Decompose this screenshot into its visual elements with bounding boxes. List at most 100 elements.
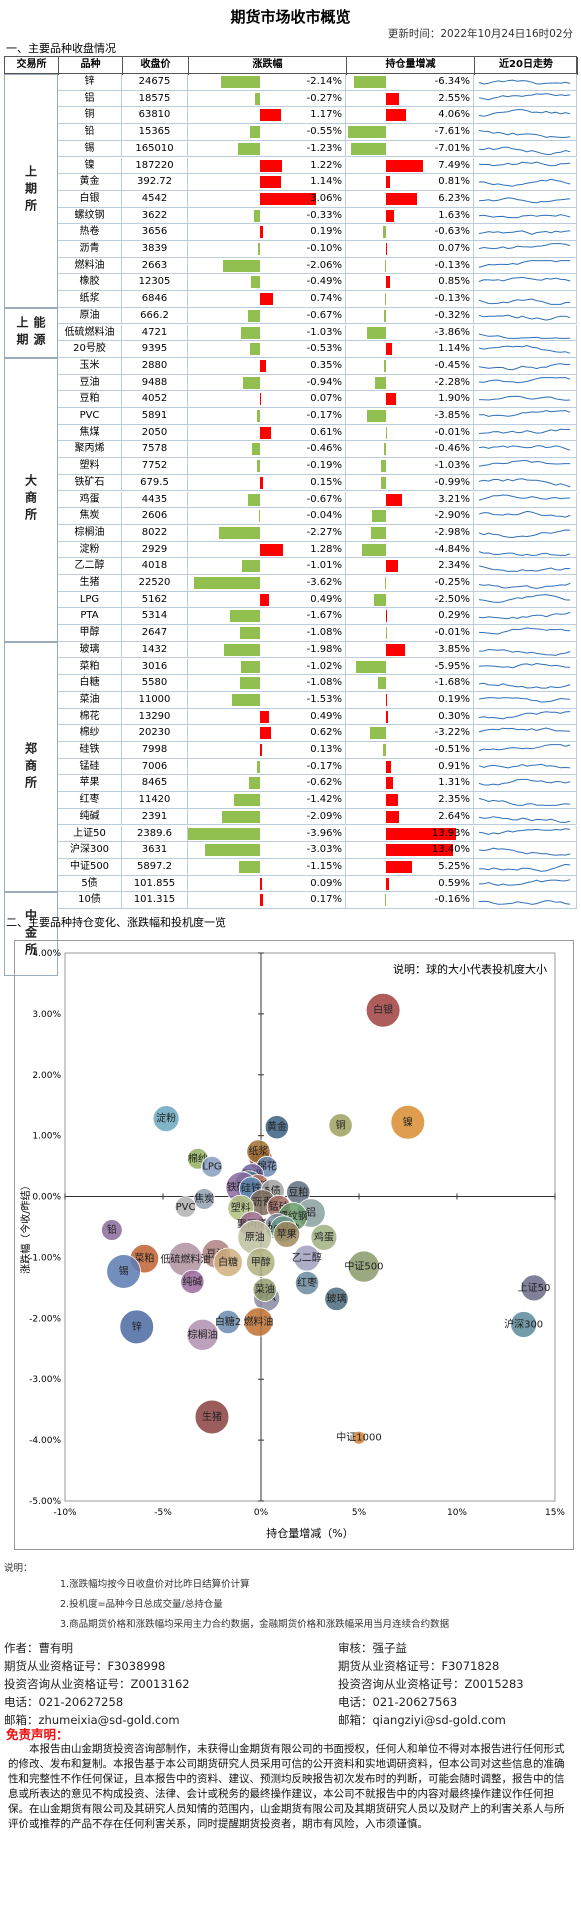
close-price: 2929 [122,541,188,558]
variety-name: 锌 [58,74,122,90]
oi-cell: 2.64% [346,808,474,825]
oi-bar [384,577,386,589]
change-value: -0.33% [306,209,342,221]
sparkline [478,298,571,305]
close-price: 2880 [122,357,188,374]
oi-bar [386,877,389,890]
change-bar [242,376,260,389]
change-bar [260,543,284,556]
change-value: 0.74% [310,293,342,305]
close-price: 2606 [122,508,188,525]
variety-name: 白糖 [58,675,122,692]
oi-value: 2.34% [438,560,470,572]
variety-name: 鸡蛋 [58,491,122,508]
close-price: 5897.2 [122,858,188,875]
variety-name: 苹果 [58,775,122,792]
table-row: 燃料油 2663 -2.06% -0.13% [58,257,577,275]
bubble [194,1399,230,1435]
trend-cell [474,190,577,207]
oi-bar [347,126,386,139]
table-row: 5债 101.855 0.09% 0.59% [58,875,577,893]
trend-cell [474,74,577,90]
sparkline [478,827,571,835]
x-tick-label: -5% [154,1508,172,1518]
oi-value: -5.95% [434,660,470,672]
change-bar [256,410,260,422]
oi-value: 13.93% [431,827,470,839]
oi-bar [383,744,386,756]
oi-bar [386,827,456,840]
sparkline [478,511,571,518]
bubble-label: 锡 [119,1264,129,1277]
close-price: 8022 [122,524,188,541]
table-row: 硅铁 7998 0.13% -0.51% [58,742,577,759]
oi-value: -0.63% [434,226,470,238]
change-cell: -0.67% [188,307,346,324]
table-row: 玉米 2880 0.35% -0.45% [58,357,577,375]
oi-value: -2.98% [434,526,470,538]
oi-value: 0.91% [438,760,470,772]
variety-name: 淀粉 [58,541,122,558]
change-cell: -0.27% [188,90,346,107]
sparkline [478,109,571,118]
oi-bar [386,209,395,222]
table-row: 鸡蛋 4435 -0.67% 3.21% [58,491,577,509]
trend-cell [474,558,577,575]
oi-value: -0.16% [434,894,470,906]
close-price: 4018 [122,558,188,575]
y-tick-label: -5.00% [29,1497,61,1507]
oi-value: -7.61% [434,126,470,138]
oi-bar [380,460,386,473]
table-row: 上证50 2389.6 -3.96% 13.93% [58,825,577,843]
oi-bar [386,610,388,623]
sparkline [478,230,571,236]
change-value: 0.49% [310,593,342,605]
oi-cell: 0.85% [346,274,474,291]
sparkline [478,900,571,906]
variety-name: 10债 [58,892,122,909]
change-bar [222,259,260,272]
table-row: 塑料 7752 -0.19% -1.03% [58,458,577,475]
variety-name: 菜油 [58,691,122,708]
oi-value: 2.35% [438,794,470,806]
oi-cell: -0.13% [346,257,474,274]
variety-name: 上证50 [58,825,122,842]
variety-name: 锡 [58,140,122,157]
close-price: 7998 [122,742,188,758]
oi-cell: -0.01% [346,625,474,642]
variety-name: 沥青 [58,241,122,257]
oi-bar [366,410,386,422]
col-header-1: 品种 [59,57,123,75]
change-value: -1.08% [306,627,342,639]
change-value: -3.03% [306,844,342,856]
oi-cell: 4.06% [346,107,474,124]
table-row: 热卷 3656 0.19% -0.63% [58,224,577,241]
exchange-cell: 中金所 [4,892,58,976]
oi-value: -0.25% [434,577,470,588]
bubble-label: 苹果 [277,1227,297,1240]
table-row: 红枣 11420 -1.42% 2.35% [58,792,577,809]
close-price: 4435 [122,491,188,508]
change-bar [260,476,263,489]
change-bar [260,710,269,723]
sparkline [478,763,571,769]
variety-name: 豆粕 [58,391,122,408]
trend-cell [474,591,577,608]
change-bar [237,142,260,155]
oi-cell: 1.14% [346,341,474,358]
y-tick-label: -2.00% [29,1314,61,1324]
oi-cell: 13.40% [346,842,474,859]
sparkline [478,178,571,187]
table-row: 豆粕 4052 0.07% 1.90% [58,391,577,408]
y-tick-label: -3.00% [29,1375,61,1385]
oi-bar [386,643,406,656]
variety-name: 棕榈油 [58,524,122,541]
change-cell: -0.17% [188,408,346,424]
change-cell: -1.98% [188,641,346,658]
sparkline [478,333,571,339]
change-bar [248,777,260,790]
change-bar [258,243,260,255]
change-value: 0.09% [310,877,342,889]
change-bar [204,844,260,857]
trend-cell [474,107,577,124]
